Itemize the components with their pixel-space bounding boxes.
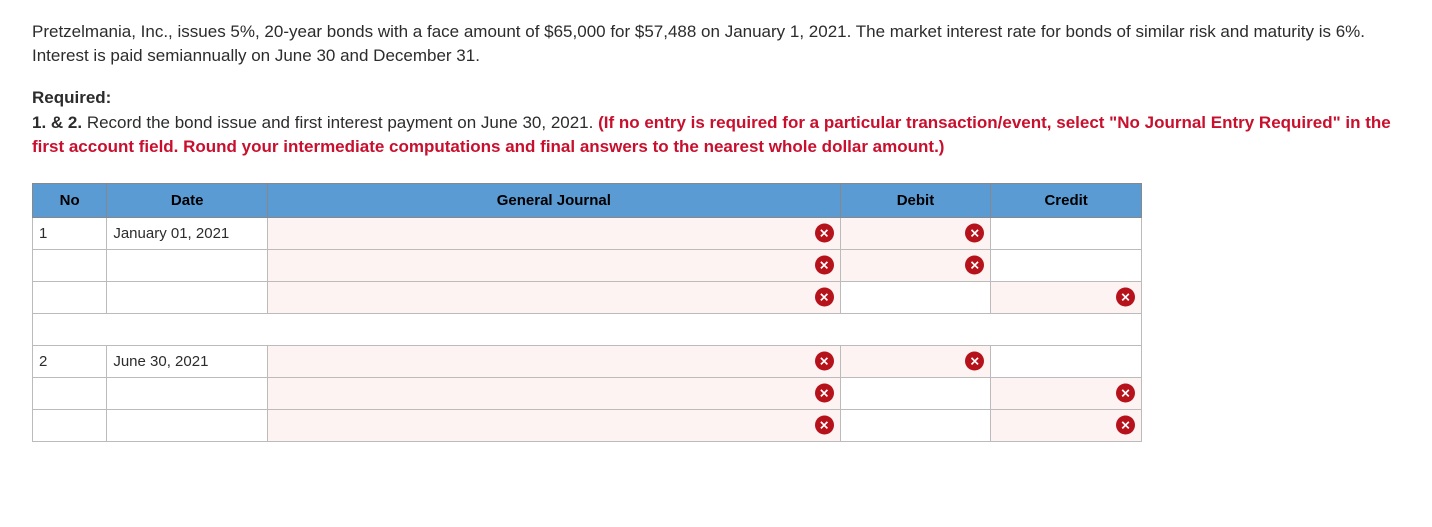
instruction-lead-bold: 1. & 2. [32,113,82,132]
error-icon [815,416,834,435]
error-icon [815,352,834,371]
col-header-debit: Debit [840,183,991,217]
debit-cell[interactable] [840,249,991,281]
error-icon [815,288,834,307]
journal-table: No Date General Journal Debit Credit 1Ja… [32,183,1142,442]
required-label: Required: [32,86,1400,110]
no-cell [33,409,107,441]
error-icon [815,256,834,275]
error-icon [815,384,834,403]
credit-cell[interactable] [991,217,1142,249]
col-header-no: No [33,183,107,217]
no-cell: 2 [33,345,107,377]
credit-cell[interactable] [991,409,1142,441]
spacer-row [33,313,1142,345]
table-row [33,377,1142,409]
date-cell[interactable] [107,281,268,313]
general-journal-cell[interactable] [268,217,841,249]
instruction-lead: Record the bond issue and first interest… [82,113,598,132]
debit-cell[interactable] [840,409,991,441]
table-row [33,409,1142,441]
error-icon [965,352,984,371]
no-cell [33,249,107,281]
credit-cell[interactable] [991,377,1142,409]
col-header-credit: Credit [991,183,1142,217]
date-cell[interactable]: June 30, 2021 [107,345,268,377]
general-journal-cell[interactable] [268,249,841,281]
no-cell [33,281,107,313]
table-row [33,281,1142,313]
error-icon [1116,416,1135,435]
general-journal-cell[interactable] [268,345,841,377]
credit-cell[interactable] [991,345,1142,377]
debit-cell[interactable] [840,217,991,249]
col-header-gj: General Journal [268,183,841,217]
table-header-row: No Date General Journal Debit Credit [33,183,1142,217]
error-icon [1116,288,1135,307]
credit-cell[interactable] [991,281,1142,313]
table-row [33,313,1142,345]
debit-cell[interactable] [840,281,991,313]
general-journal-cell[interactable] [268,281,841,313]
error-icon [1116,384,1135,403]
instructions: 1. & 2. Record the bond issue and first … [32,111,1400,159]
general-journal-cell[interactable] [268,409,841,441]
error-icon [965,224,984,243]
no-cell [33,377,107,409]
general-journal-cell[interactable] [268,377,841,409]
problem-statement: Pretzelmania, Inc., issues 5%, 20-year b… [32,20,1400,68]
error-icon [815,224,834,243]
no-cell: 1 [33,217,107,249]
date-cell[interactable] [107,377,268,409]
date-cell[interactable] [107,249,268,281]
col-header-date: Date [107,183,268,217]
table-row: 2June 30, 2021 [33,345,1142,377]
error-icon [965,256,984,275]
debit-cell[interactable] [840,377,991,409]
debit-cell[interactable] [840,345,991,377]
table-row [33,249,1142,281]
table-row: 1January 01, 2021 [33,217,1142,249]
credit-cell[interactable] [991,249,1142,281]
date-cell[interactable]: January 01, 2021 [107,217,268,249]
date-cell[interactable] [107,409,268,441]
